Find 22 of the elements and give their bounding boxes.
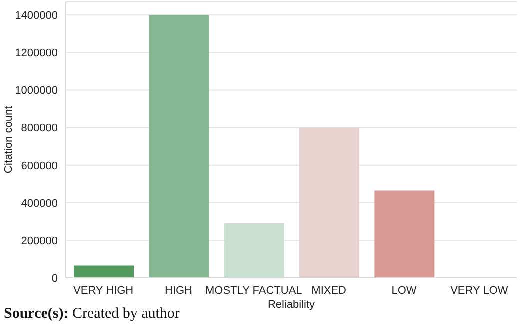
y-tick-label: 600000 bbox=[21, 160, 58, 172]
bar bbox=[224, 224, 284, 278]
x-tick-label: LOW bbox=[392, 284, 418, 297]
y-tick-label: 1200000 bbox=[15, 48, 58, 60]
bar bbox=[374, 190, 435, 278]
y-tick-label: 1000000 bbox=[15, 85, 58, 98]
bar bbox=[300, 128, 360, 278]
source-note: Source(s): Created by author bbox=[4, 306, 180, 322]
y-axis-title: Citation count bbox=[2, 106, 15, 174]
y-tick-label: 400000 bbox=[21, 198, 58, 210]
y-tick-label: 200000 bbox=[21, 235, 58, 248]
x-tick-label: MOSTLY FACTUAL bbox=[206, 284, 302, 297]
y-tick-label: 800000 bbox=[21, 122, 58, 135]
bar bbox=[149, 15, 210, 278]
y-tick-label: 0 bbox=[52, 272, 58, 285]
y-tick-label: 1400000 bbox=[15, 10, 58, 22]
x-tick-label: HIGH bbox=[165, 284, 193, 297]
bar bbox=[74, 266, 134, 278]
x-tick-label: VERY HIGH bbox=[74, 284, 134, 297]
x-tick-label: VERY LOW bbox=[450, 284, 509, 297]
x-tick-label: MIXED bbox=[312, 284, 347, 297]
x-axis-title: Reliability bbox=[268, 299, 316, 311]
